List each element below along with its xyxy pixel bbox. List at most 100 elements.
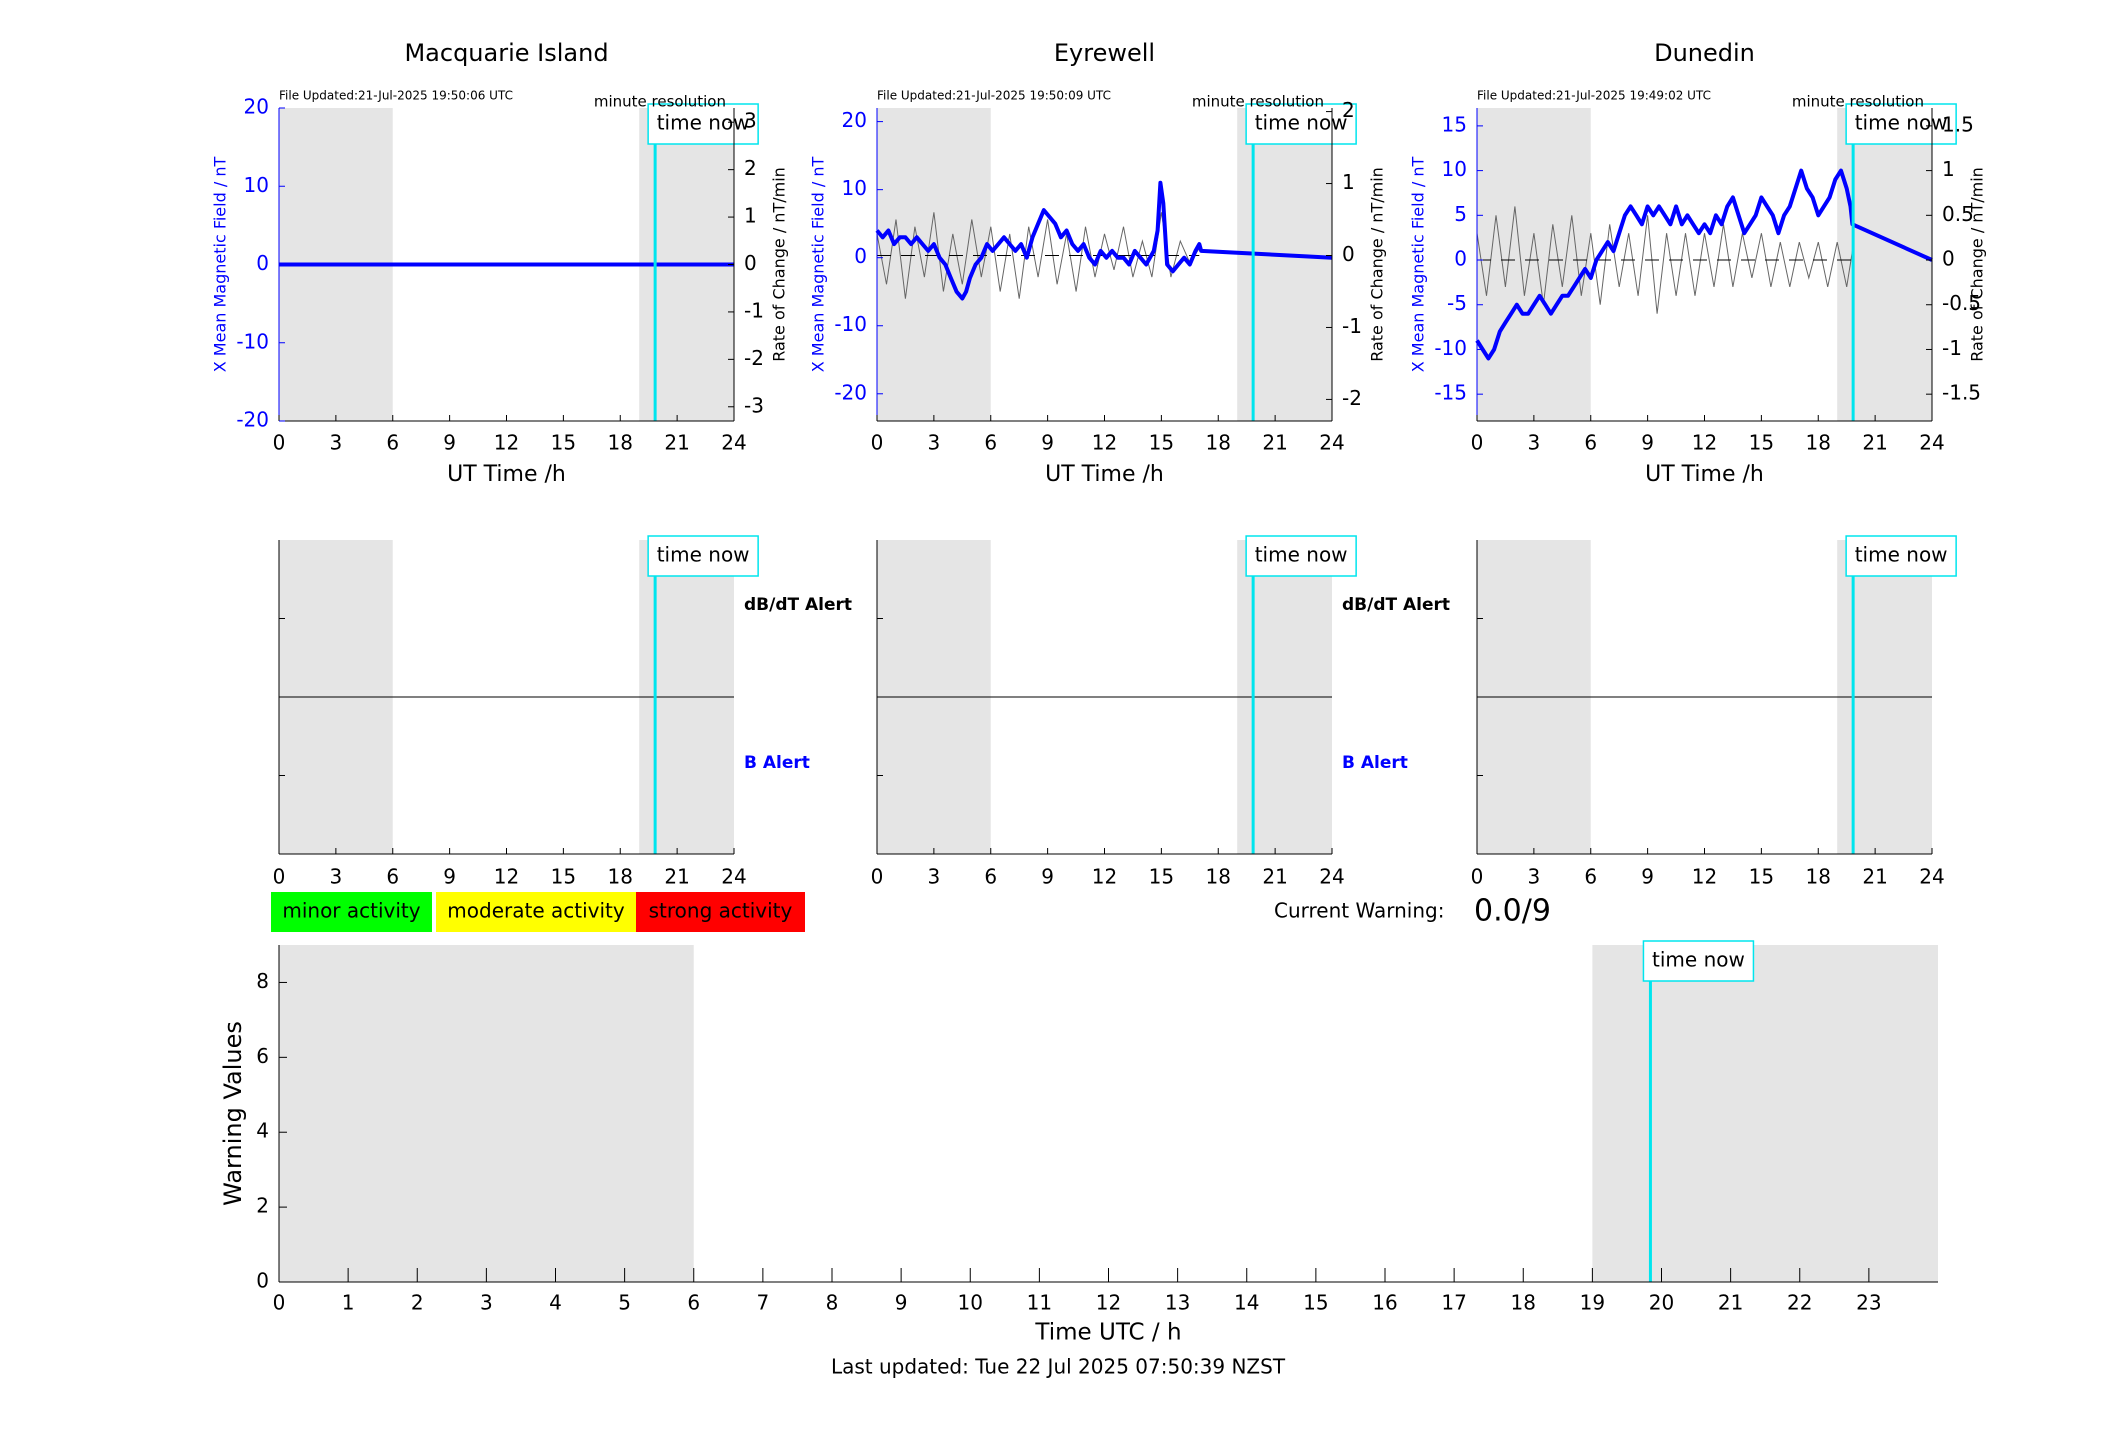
x-axis-label: UT Time /h [1045, 462, 1164, 487]
y2-tick-label: -1 [1942, 336, 1962, 360]
b-alert-label: B Alert [1342, 753, 1408, 773]
x-tick-label: 6 [1584, 431, 1597, 455]
x-tick-label: 6 [984, 865, 997, 889]
resolution-text: minute resolution [594, 93, 726, 111]
legend-moderate-label: moderate activity [447, 899, 625, 923]
legend-minor-label: minor activity [282, 899, 420, 923]
x-tick-label: 12 [1092, 431, 1117, 455]
x-tick-label: 0 [1471, 865, 1484, 889]
y2-tick-label: 0 [1942, 247, 1955, 271]
x-tick-label: 13 [1165, 1291, 1190, 1315]
y-tick-label: 10 [1442, 157, 1467, 181]
y-tick-label: 20 [842, 108, 867, 132]
y-tick-label: 4 [256, 1119, 269, 1143]
y-tick-label: -10 [1434, 336, 1467, 360]
night-shade [1837, 108, 1932, 421]
x-tick-label: 12 [494, 865, 519, 889]
x-axis-label: UT Time /h [447, 462, 566, 487]
y-tick-label: 15 [1442, 112, 1467, 136]
time-now-box [1845, 103, 1957, 145]
night-shade [279, 945, 694, 1282]
x-tick-label: 6 [984, 431, 997, 455]
y-tick-label: 0 [854, 244, 867, 268]
x-axis-label: Time UTC / h [1034, 1320, 1181, 1346]
x-tick-label: 15 [1149, 431, 1174, 455]
x-tick-label: 24 [1319, 431, 1344, 455]
y-tick-label: -20 [834, 380, 867, 404]
y2-tick-label: 2 [744, 156, 757, 180]
x-tick-label: 21 [1262, 431, 1287, 455]
y2-tick-label: -1.5 [1942, 381, 1981, 405]
x-tick-label: 24 [721, 431, 746, 455]
y2-tick-label: 2 [1342, 98, 1355, 122]
x-tick-label: 23 [1856, 1291, 1881, 1315]
x-tick-label: 21 [1862, 431, 1887, 455]
dbdt-alert-label: dB/dT Alert [744, 595, 852, 615]
y2-tick-label: 1 [744, 204, 757, 228]
x-tick-label: 1 [342, 1291, 355, 1315]
night-shade [877, 108, 991, 421]
station-title: Macquarie Island [404, 39, 608, 67]
x-tick-label: 3 [1528, 865, 1541, 889]
x-tick-label: 0 [273, 1291, 286, 1315]
y-tick-label: 20 [244, 95, 269, 119]
x-tick-label: 0 [273, 865, 286, 889]
y-tick-label: 0 [256, 251, 269, 275]
x-tick-label: 18 [1806, 431, 1831, 455]
resolution-text: minute resolution [1792, 93, 1924, 111]
legend-strong-label: strong activity [649, 899, 793, 923]
current-warning-value: 0.0/9 [1474, 894, 1551, 929]
y-axis-label: X Mean Magnetic Field / nT [1409, 157, 1428, 373]
y-tick-label: 2 [256, 1194, 269, 1218]
x-tick-label: 15 [1303, 1291, 1328, 1315]
y2-tick-label: -3 [744, 393, 764, 417]
x-tick-label: 15 [551, 865, 576, 889]
x-tick-label: 15 [1749, 431, 1774, 455]
y-tick-label: 10 [842, 176, 867, 200]
x-tick-label: 14 [1234, 1291, 1259, 1315]
y2-tick-label: 1 [1342, 170, 1355, 194]
x-tick-label: 24 [1919, 865, 1944, 889]
x-tick-label: 6 [386, 431, 399, 455]
x-tick-label: 6 [1584, 865, 1597, 889]
time-now-label: time now [1255, 111, 1348, 135]
magnetic-field-line [1475, 168, 1933, 361]
last-updated-footer: Last updated: Tue 22 Jul 2025 07:50:39 N… [831, 1355, 1286, 1379]
current-warning-label: Current Warning: [1274, 899, 1444, 923]
x-tick-label: 9 [443, 431, 456, 455]
x-tick-label: 18 [1206, 431, 1231, 455]
y2-axis-label: Rate of Change / nT/min [1968, 167, 1987, 362]
night-shade [1477, 108, 1591, 421]
night-shade [1237, 108, 1332, 421]
x-tick-label: 9 [443, 865, 456, 889]
b-alert-label: B Alert [744, 753, 810, 773]
y2-tick-label: -1 [744, 298, 764, 322]
x-tick-label: 18 [1806, 865, 1831, 889]
time-now-box [647, 535, 759, 577]
x-tick-label: 15 [1749, 865, 1774, 889]
x-tick-label: 12 [1092, 865, 1117, 889]
x-tick-label: 3 [330, 431, 343, 455]
station-title: Dunedin [1654, 39, 1755, 67]
y2-tick-label: 0.5 [1942, 202, 1974, 226]
time-now-label: time now [1855, 111, 1948, 135]
rate-of-change-line [1476, 206, 1853, 314]
x-tick-label: 16 [1372, 1291, 1397, 1315]
file-updated-text: File Updated:21-Jul-2025 19:49:02 UTC [1477, 89, 1711, 103]
y2-tick-label: -2 [1342, 386, 1362, 410]
time-now-box [647, 103, 759, 145]
x-axis-label: UT Time /h [1645, 462, 1764, 487]
station-title: Eyrewell [1054, 39, 1155, 67]
time-now-label: time now [657, 111, 750, 135]
x-tick-label: 22 [1787, 1291, 1812, 1315]
y-tick-label: 8 [256, 969, 269, 993]
x-tick-label: 0 [1471, 431, 1484, 455]
alert-panel-1: time now 0 3 6 9 12 15 18 21 24 dB/dT Alert B Alert [871, 535, 1450, 889]
x-tick-label: 18 [1206, 865, 1231, 889]
x-tick-label: 10 [958, 1291, 983, 1315]
